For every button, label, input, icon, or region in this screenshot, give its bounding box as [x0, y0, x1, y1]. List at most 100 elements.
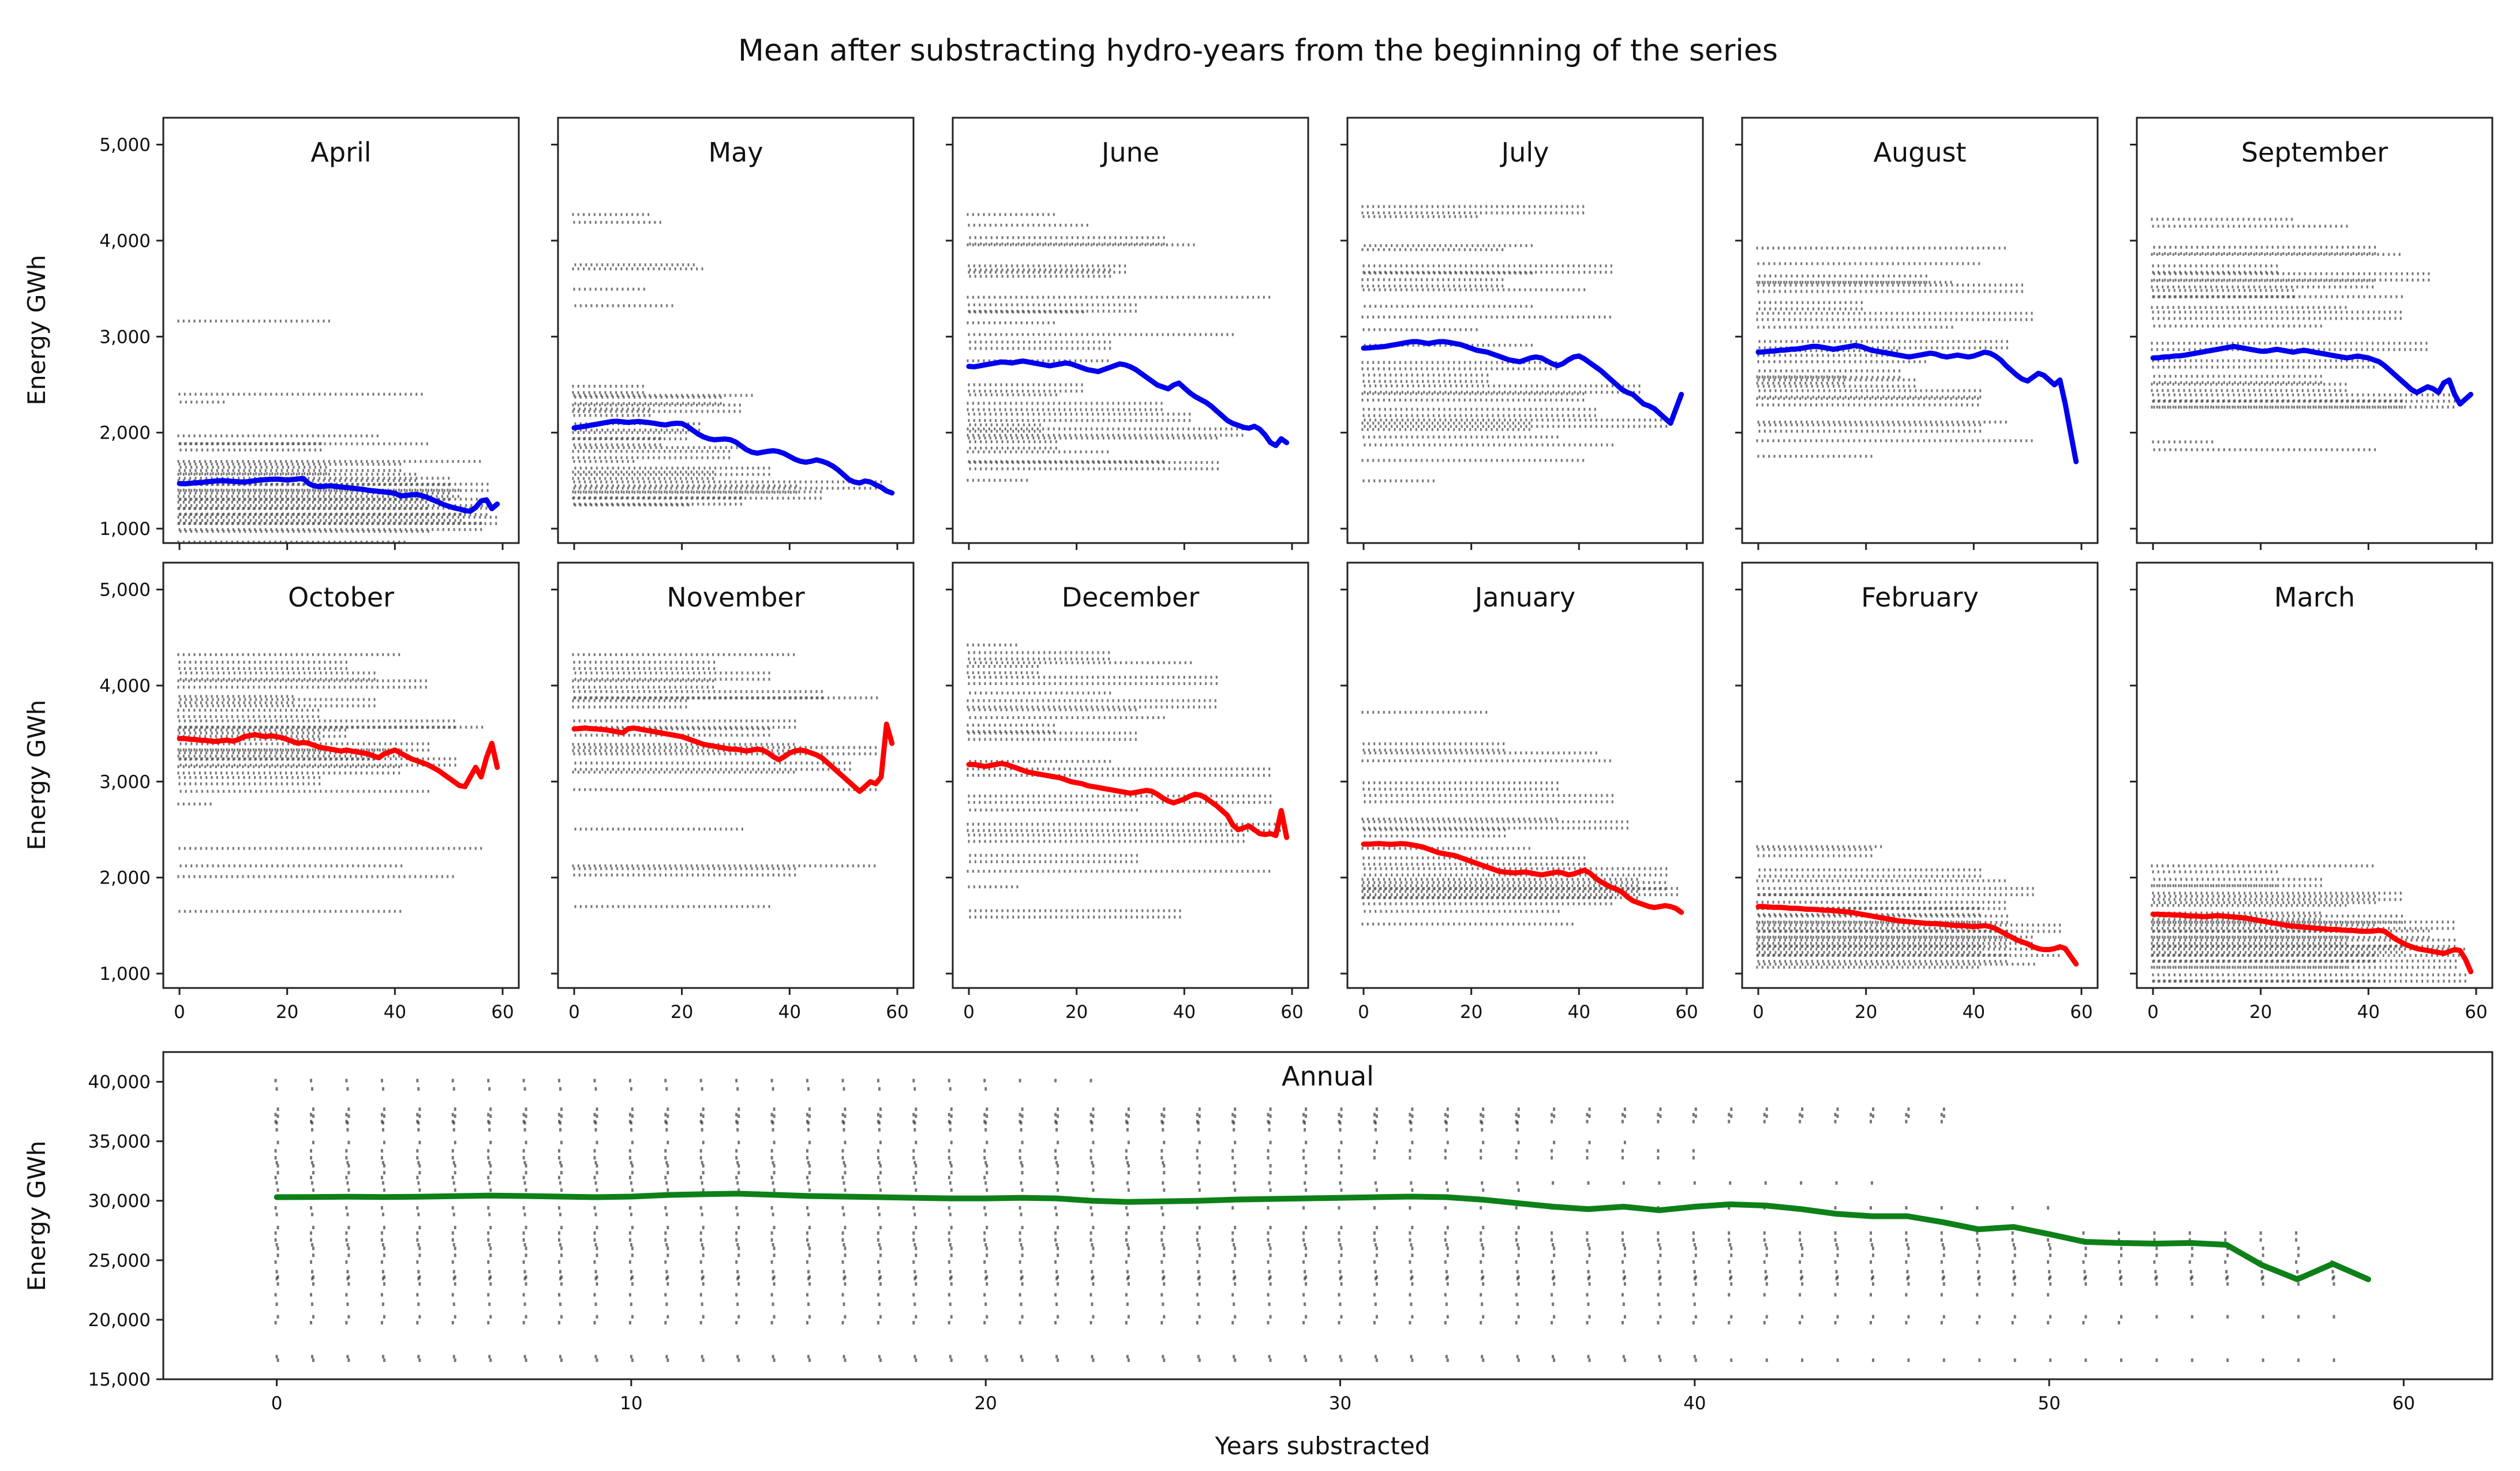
november-scatter-band: [572, 864, 876, 867]
annual-scatter-band: [276, 1164, 1343, 1175]
september-scatter-band: [2153, 245, 2376, 255]
june-scatter-band: [967, 478, 1028, 482]
october-scatter-band: [177, 875, 454, 878]
november-scatter-band: [574, 696, 878, 699]
august-scatter-band: [1757, 378, 1916, 388]
annual-xtick-label: 40: [1683, 1393, 1706, 1414]
september-scatter-band: [2153, 375, 2322, 384]
october-scatter-band: [178, 661, 347, 670]
y-axis-label-annual: Energy GWh: [23, 1140, 51, 1291]
september-scatter-band: [2152, 289, 2294, 298]
february-scatter-band: [1757, 848, 1873, 858]
october-scatter-band: [177, 653, 400, 656]
may-scatter-band: [572, 213, 650, 216]
may-scatter-band: [574, 304, 673, 308]
march-scatter-band: [2153, 944, 2403, 954]
june-scatter-band: [967, 321, 1055, 324]
february-scatter-band: [1756, 845, 1882, 848]
august-scatter-band: [1756, 397, 1979, 407]
december-mean-line: [966, 761, 1290, 840]
may-scatter-band: [574, 484, 797, 494]
october-xtick-label: 60: [491, 1002, 514, 1023]
june-scatter-band: [969, 340, 1111, 350]
june-scatter-band: [968, 460, 1164, 463]
july-scatter-band: [1362, 288, 1586, 291]
subplot-title-june: June: [1100, 137, 1159, 168]
june-scatter-band: [968, 223, 1088, 227]
january-scatter-band: [1364, 793, 1613, 803]
subplot-title-october: October: [288, 582, 394, 613]
february-scatter-band: [1756, 965, 1979, 969]
july-scatter-band: [1362, 215, 1478, 218]
subplot-july: July: [1340, 117, 1704, 550]
february-scatter-band: [1758, 944, 1982, 954]
january-axes-frame: [1346, 562, 1704, 989]
annual-scatter-band: [275, 1354, 1696, 1358]
annual-xtick-label: 20: [974, 1393, 997, 1414]
august-scatter-band: [1756, 312, 2033, 321]
annual-scatter-band: [274, 1321, 2120, 1324]
december-scatter-band: [967, 699, 1216, 709]
september-scatter-band: [2152, 224, 2348, 228]
august-scatter-band: [1758, 369, 1901, 379]
august-mean-line: [1755, 343, 2079, 465]
april-scatter-band: [179, 400, 225, 404]
june-scatter-band: [969, 423, 1041, 433]
october-scatter-band: [179, 725, 484, 729]
august-axes-frame: [1741, 117, 2099, 544]
may-scatter-band: [573, 496, 742, 506]
annual-scatter-band: [275, 1087, 987, 1091]
may-scatter-band: [573, 394, 753, 397]
march-scatter-band: [2151, 935, 2347, 945]
annual-scatter-band: [276, 1275, 2335, 1286]
june-scatter-band: [969, 461, 1219, 470]
subplot-title-september: September: [2241, 137, 2388, 168]
march-scatter-band: [2153, 878, 2322, 888]
june-scatter-band: [968, 333, 1234, 336]
april-scatter-band: [177, 460, 481, 463]
january-scatter-band: [1361, 759, 1611, 762]
july-axes-frame: [1346, 117, 1704, 544]
july-scatter-band: [1361, 205, 1585, 215]
march-scatter-band: [2153, 894, 2376, 904]
april-ytick-label: 5,000: [99, 135, 151, 156]
annual-scatter-band: [275, 1212, 1164, 1217]
november-xtick-label: 0: [568, 1002, 580, 1023]
march-xtick-label: 0: [2147, 1002, 2159, 1023]
annual-scatter-band: [274, 1079, 1092, 1083]
may-scatter-band: [572, 431, 687, 440]
subplot-title-december: December: [1062, 582, 1200, 613]
annual-ytick-label: 20,000: [88, 1310, 151, 1331]
subplot-title-february: February: [1861, 582, 1979, 613]
january-scatter-band: [1361, 817, 1557, 821]
july-scatter-band: [1364, 418, 1668, 428]
october-ytick-label: 4,000: [99, 676, 151, 697]
november-scatter-band: [573, 690, 823, 699]
august-scatter-band: [1758, 423, 1982, 433]
september-scatter-band: [2152, 440, 2214, 444]
january-scatter-band: [1362, 820, 1628, 830]
subplot-title-january: January: [1473, 582, 1575, 613]
february-scatter-band: [1758, 914, 2008, 924]
october-scatter-band: [178, 847, 482, 850]
subplot-may: May: [551, 117, 915, 550]
september-scatter-band: [2151, 405, 2455, 409]
july-scatter-band: [1361, 278, 1504, 288]
july-scatter-band: [1362, 435, 1559, 439]
april-scatter-band: [177, 319, 330, 323]
april-ytick-label: 3,000: [99, 327, 151, 347]
october-scatter-band: [179, 789, 429, 793]
december-scatter-band: [968, 676, 1218, 685]
june-scatter-band: [968, 413, 1191, 422]
december-scatter-band: [969, 909, 1181, 919]
june-scatter-band: [967, 213, 1055, 216]
annual-axes-frame: [162, 1051, 2493, 1380]
may-scatter-band: [573, 480, 882, 490]
november-xtick-label: 20: [671, 1002, 693, 1023]
june-scatter-band: [967, 295, 1271, 299]
december-scatter-band: [967, 724, 1055, 733]
december-xtick-label: 20: [1065, 1002, 1088, 1023]
annual-scatter-band: [276, 1140, 1626, 1144]
may-scatter-band: [573, 407, 651, 417]
